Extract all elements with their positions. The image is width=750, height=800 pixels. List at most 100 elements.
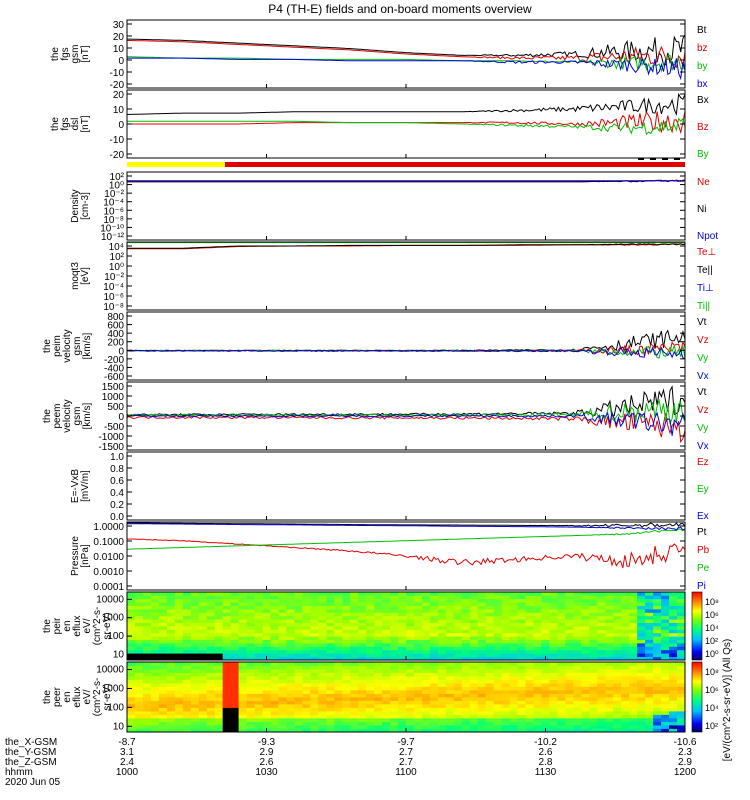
- spectrogram-cell: [445, 598, 455, 603]
- spectrogram-cell: [374, 619, 383, 623]
- spectrogram-cell: [557, 646, 566, 651]
- spectrogram-cell: [469, 632, 479, 637]
- spectrogram-cell: [437, 653, 447, 657]
- spectrogram-cell: [238, 718, 247, 722]
- spectrogram-cell: [302, 697, 311, 701]
- y-tick-label: 100: [107, 702, 124, 713]
- spectrogram-cell: [366, 721, 375, 726]
- spectrogram-cell: [262, 622, 271, 627]
- y-axis-label: peim: [52, 335, 63, 357]
- spectrogram-cell: [589, 662, 598, 666]
- spectrogram-cell: [549, 679, 558, 684]
- spectrogram-cell: [238, 649, 247, 654]
- spectrogram-cell: [637, 592, 646, 596]
- spectrogram-cell: [230, 662, 239, 666]
- spectrogram-cell: [286, 728, 295, 733]
- spectrogram-cell: [246, 639, 255, 644]
- y-tick-label: 20: [113, 90, 125, 101]
- spectrogram-cell: [198, 602, 208, 606]
- x-axis-value: 2.6: [539, 747, 553, 758]
- legend-Vy: Vy: [697, 423, 708, 434]
- spectrogram-cell: [182, 632, 192, 637]
- spectrogram-cell: [589, 714, 598, 719]
- spectrogram-cell: [453, 609, 463, 613]
- spectrogram-cell: [262, 632, 271, 637]
- spectrogram-cell: [294, 598, 303, 603]
- spectrogram-cell: [158, 672, 168, 677]
- spectrogram-cell: [533, 725, 542, 729]
- spectrogram-cell: [302, 686, 311, 691]
- spectrogram-cell: [286, 711, 295, 715]
- spectrogram-cell: [374, 693, 383, 698]
- spectrogram-cell: [190, 707, 200, 712]
- spectrogram-cell: [501, 679, 511, 684]
- spectrogram-cell: [318, 676, 327, 680]
- spectrogram-cell: [501, 700, 511, 705]
- spectrogram-cell: [629, 714, 638, 719]
- spectrogram-cell: [134, 626, 144, 630]
- spectrogram-cell: [573, 609, 582, 613]
- spectrogram-cell: [382, 632, 391, 637]
- spectrogram-cell: [406, 700, 415, 705]
- spectrogram-cell: [342, 690, 351, 694]
- spectrogram-cell: [597, 665, 606, 670]
- spectrogram-cell: [589, 656, 598, 661]
- spectrogram-cell: [517, 605, 526, 610]
- spectrogram-cell: [158, 697, 168, 701]
- y-tick-label: 10⁻⁸: [103, 215, 124, 226]
- spectrogram-cell: [406, 665, 415, 670]
- spectrogram-cell: [549, 676, 558, 680]
- spectrogram-cell: [565, 693, 574, 698]
- spectrogram-cell: [302, 679, 311, 684]
- spectrogram-cell: [413, 622, 423, 627]
- spectrogram-cell: [613, 629, 622, 634]
- spectrogram-cell: [621, 676, 630, 680]
- spectrogram-cell: [661, 598, 670, 603]
- spectrogram-cell: [230, 686, 239, 691]
- spectrogram-cell: [318, 693, 327, 698]
- spectrogram-cell: [581, 639, 590, 644]
- spectrogram-cell: [661, 676, 670, 680]
- spectrogram-cell: [310, 728, 319, 733]
- spectrogram-cell: [533, 697, 542, 701]
- spectrogram-cell: [613, 676, 622, 680]
- spectrogram-cell: [613, 700, 622, 705]
- spectrogram-cell: [294, 612, 303, 617]
- spectrogram-cell: [174, 697, 184, 701]
- spectrogram-cell: [637, 697, 646, 701]
- spectrogram-cell: [214, 725, 224, 729]
- spectrogram-cell: [206, 605, 216, 610]
- y-axis-label: the: [42, 339, 53, 353]
- spectrogram-cell: [214, 707, 224, 712]
- spectrogram-cell: [294, 683, 303, 687]
- spectrogram-cell: [413, 656, 423, 661]
- spectrogram-cell: [127, 690, 136, 694]
- spectrogram-cell: [246, 649, 255, 654]
- spectrogram-cell: [334, 649, 343, 654]
- spectrogram-cell: [374, 662, 383, 666]
- spectrogram-cell: [182, 592, 192, 596]
- spectrogram-cell: [342, 662, 351, 666]
- spectrogram-cell: [525, 656, 534, 661]
- legend-Pi: Pi: [697, 581, 706, 592]
- y-axis-label: the: [50, 117, 61, 131]
- spectrogram-cell: [174, 693, 184, 698]
- spectrogram-cell: [262, 653, 271, 657]
- spectrogram-cell: [669, 612, 678, 617]
- spectrogram-cell: [374, 707, 383, 712]
- spectrogram-cell: [597, 602, 606, 606]
- spectrogram-cell: [286, 622, 295, 627]
- spectrogram-cell: [390, 662, 399, 666]
- spectrogram-cell: [222, 629, 232, 634]
- spectrogram-cell: [390, 669, 399, 673]
- spectrogram-cell: [302, 656, 311, 661]
- spectrogram-cell: [158, 714, 168, 719]
- spectrogram-cell: [302, 704, 311, 708]
- spectrogram-cell: [190, 605, 200, 610]
- spectrogram-cell: [501, 632, 511, 637]
- spectrogram-cell: [166, 683, 176, 687]
- spectrogram-cell: [461, 629, 471, 634]
- spectrogram-cell: [174, 653, 184, 657]
- spectrogram-cell: [541, 714, 550, 719]
- spectrogram-cell: [158, 626, 168, 630]
